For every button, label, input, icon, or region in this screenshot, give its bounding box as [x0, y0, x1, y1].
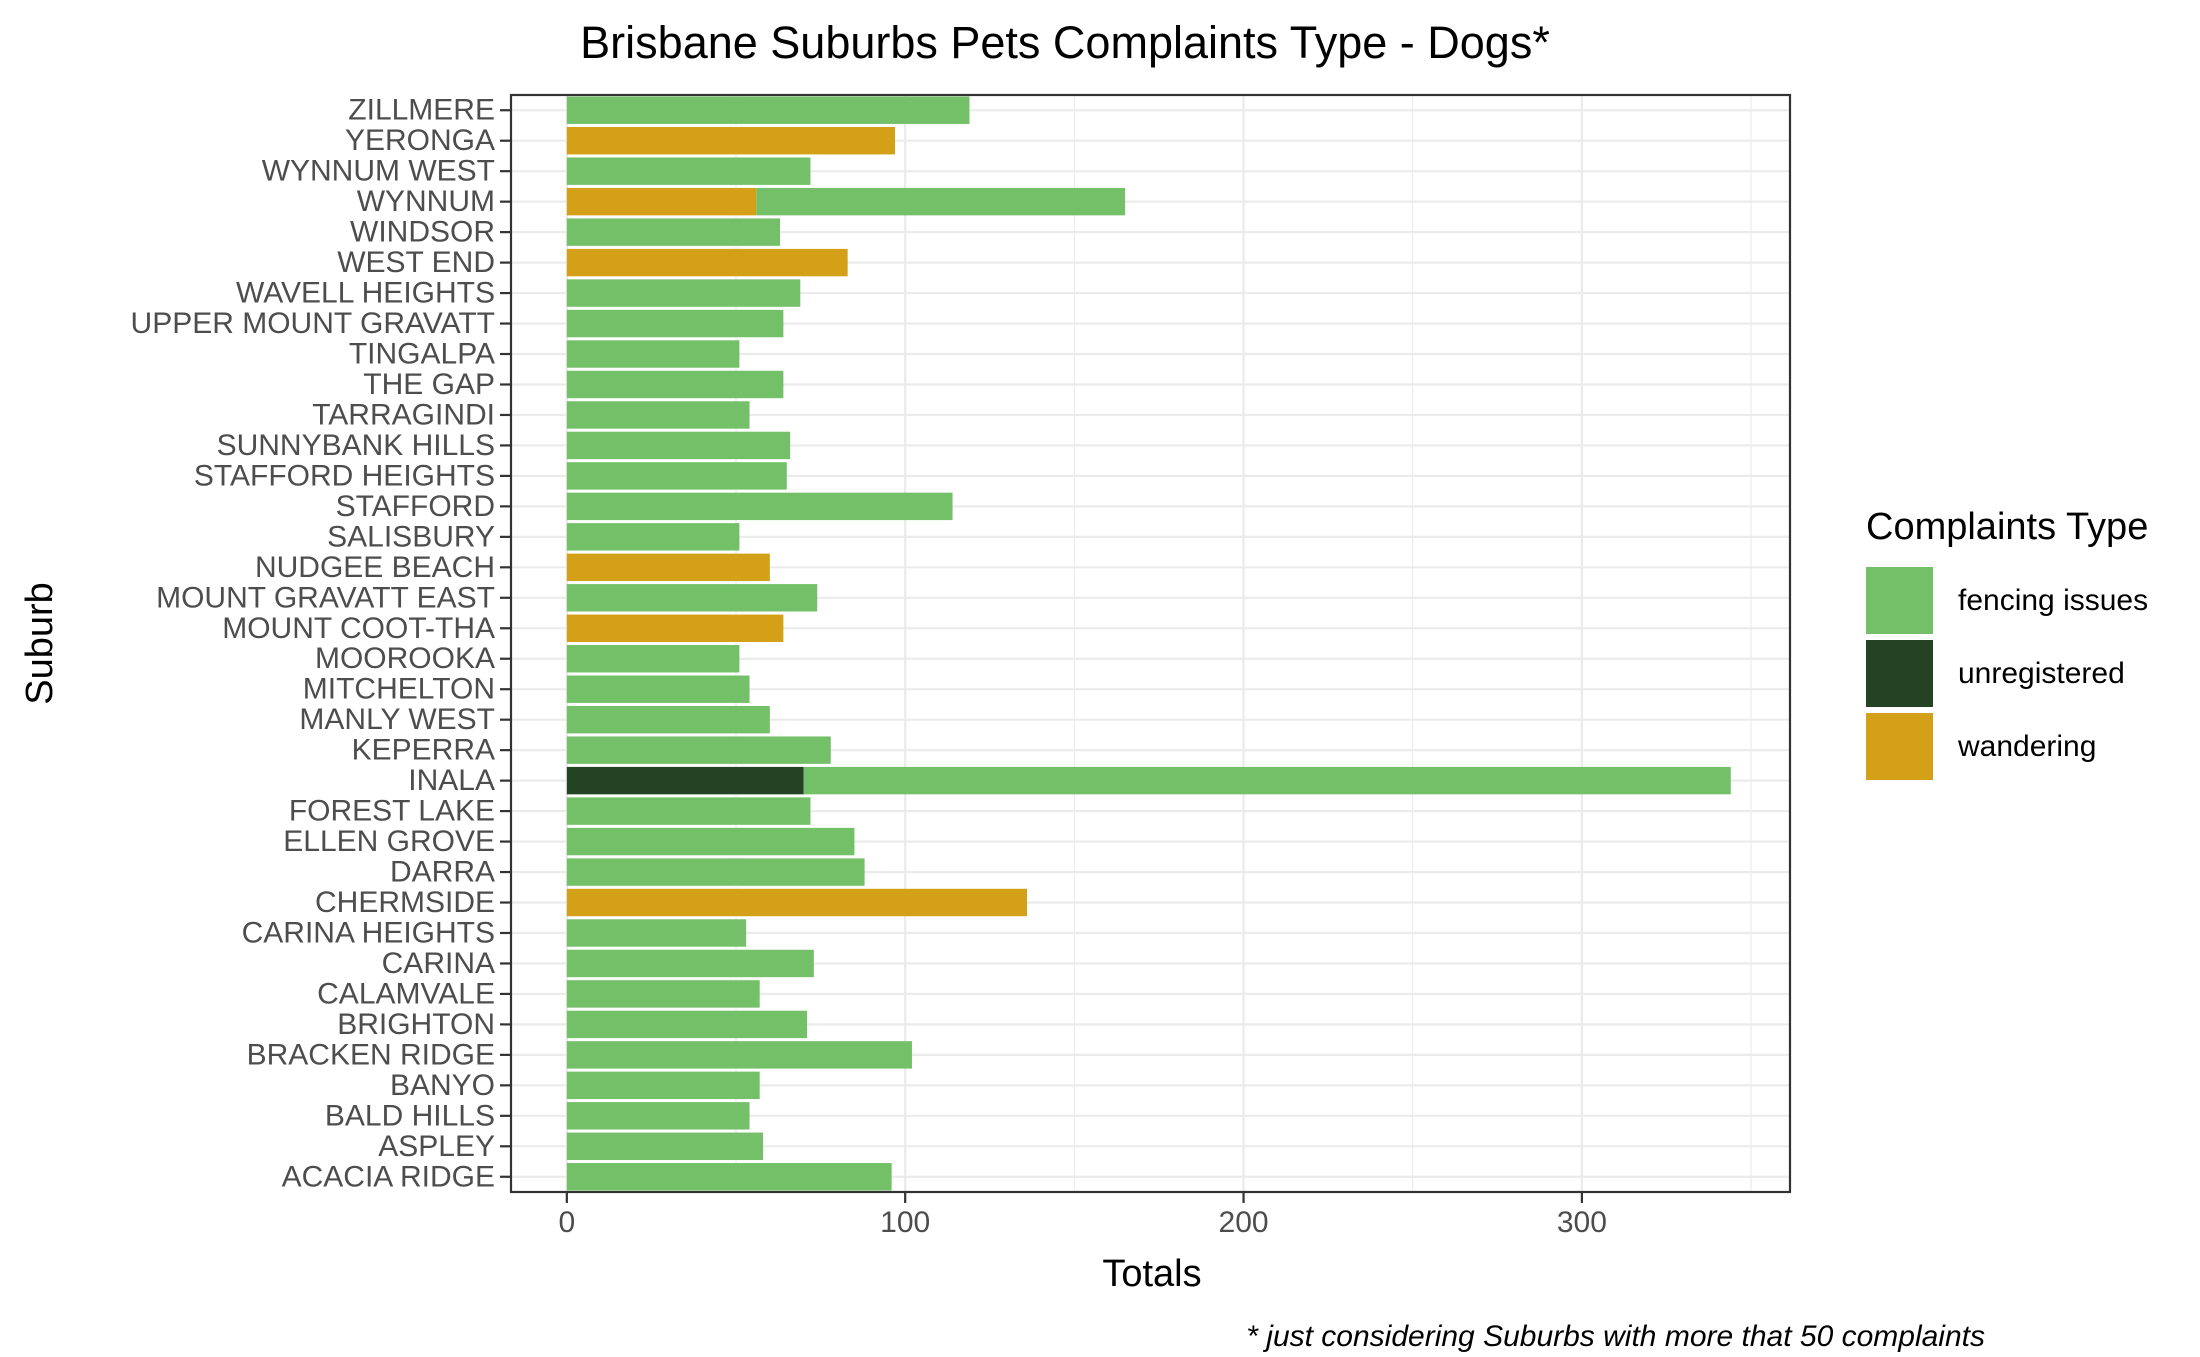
- legend-label-unregistered: unregistered: [1958, 657, 2125, 690]
- y-tick-label: DARRA: [390, 856, 495, 889]
- bar-fencing: [566, 462, 787, 490]
- bar-fencing: [566, 218, 780, 246]
- legend-swatch-unregistered: [1866, 640, 1933, 707]
- x-tick-label: 100: [880, 1206, 930, 1239]
- bar-fencing: [566, 1132, 764, 1161]
- bar-wandering: [566, 553, 770, 582]
- bar-fencing: [566, 1071, 760, 1100]
- y-tick-label: BRACKEN RIDGE: [247, 1038, 495, 1071]
- bar-fencing: [566, 919, 747, 947]
- bar-fencing: [566, 340, 740, 368]
- bar-fencing: [566, 523, 740, 551]
- bar-fencing: [566, 827, 855, 856]
- bar-wandering: [566, 126, 896, 155]
- bar-fencing: [566, 675, 750, 703]
- y-tick-label: WAVELL HEIGHTS: [236, 277, 495, 310]
- y-tick-label: ZILLMERE: [348, 94, 495, 127]
- legend-label-wandering: wandering: [1957, 730, 2096, 763]
- y-tick-label: BALD HILLS: [325, 1099, 495, 1132]
- y-tick-label: SALISBURY: [327, 520, 495, 553]
- y-tick-label: WYNNUM WEST: [262, 155, 495, 188]
- y-tick-label: STAFFORD HEIGHTS: [194, 459, 495, 492]
- y-tick-label: CALAMVALE: [317, 977, 495, 1010]
- y-tick-label: MITCHELTON: [303, 673, 495, 706]
- y-tick-label: NUDGEE BEACH: [255, 551, 495, 584]
- y-tick-label: FOREST LAKE: [289, 795, 495, 828]
- y-tick-label: ACACIA RIDGE: [282, 1160, 495, 1193]
- y-tick-label: THE GAP: [363, 368, 495, 401]
- bar-fencing: [566, 1102, 750, 1130]
- bar-unregistered: [566, 766, 804, 795]
- legend: Complaints Type fencing issues unregister…: [1866, 506, 2148, 780]
- y-tick-label: UPPER MOUNT GRAVATT: [131, 307, 495, 340]
- x-axis-title: Totals: [1102, 1253, 1201, 1295]
- bar-fencing: [566, 370, 784, 399]
- bar-fencing: [566, 1010, 808, 1039]
- bar-fencing: [566, 645, 740, 673]
- bar-fencing: [566, 401, 750, 429]
- bar-wandering: [566, 888, 1027, 917]
- bar-wandering: [566, 187, 757, 216]
- y-tick-label: MOOROOKA: [315, 642, 495, 675]
- bar-wandering: [566, 614, 784, 642]
- bars: [566, 96, 1731, 1191]
- bar-fencing: [756, 187, 1126, 216]
- y-tick-label: ASPLEY: [378, 1130, 495, 1163]
- y-tick-label: BRIGHTON: [337, 1008, 495, 1041]
- y-tick-label: MANLY WEST: [299, 703, 495, 736]
- y-tick-label: WEST END: [337, 246, 495, 279]
- x-tick-label: 300: [1557, 1206, 1607, 1239]
- y-tick-label: CARINA: [382, 947, 495, 980]
- y-tick-label: CHERMSIDE: [315, 886, 495, 919]
- y-tick-label: MOUNT GRAVATT EAST: [156, 581, 495, 614]
- bar-fencing: [566, 797, 811, 825]
- chart-title: Brisbane Suburbs Pets Complaints Type - …: [580, 17, 1550, 68]
- y-tick-label: KEPERRA: [352, 734, 495, 767]
- y-tick-label: CARINA HEIGHTS: [242, 916, 495, 949]
- bar-fencing: [566, 949, 814, 978]
- y-tick-label: SUNNYBANK HILLS: [217, 429, 495, 462]
- bar-fencing: [566, 279, 801, 307]
- bar-fencing: [566, 705, 770, 734]
- bar-fencing: [566, 309, 784, 338]
- y-tick-label: BANYO: [390, 1069, 495, 1102]
- legend-swatch-wandering: [1866, 713, 1933, 780]
- bar-fencing: [566, 492, 953, 521]
- legend-label-fencing: fencing issues: [1958, 584, 2148, 617]
- bar-fencing: [566, 858, 865, 886]
- bar-fencing: [803, 766, 1731, 795]
- y-tick-label: WYNNUM: [357, 185, 495, 218]
- bar-fencing: [566, 431, 791, 460]
- bar-fencing: [566, 980, 760, 1008]
- y-tick-label: ELLEN GROVE: [283, 825, 495, 858]
- x-tick-label: 0: [558, 1206, 575, 1239]
- bar-fencing: [566, 1041, 912, 1069]
- y-tick-label: TINGALPA: [349, 338, 495, 371]
- caption: * just considering Suburbs with more tha…: [1246, 1320, 1985, 1353]
- y-axis-title: Suburb: [19, 582, 61, 705]
- bar-wandering: [566, 248, 848, 277]
- y-tick-label: WINDSOR: [350, 216, 495, 249]
- y-tick-label: MOUNT COOT-THA: [222, 612, 495, 645]
- bar-fencing: [566, 1163, 892, 1191]
- bar-fencing: [566, 157, 811, 185]
- y-tick-label: YERONGA: [345, 124, 495, 157]
- bar-fencing: [566, 736, 831, 764]
- panel-border: [509, 93, 1792, 1194]
- y-tick-label: TARRAGINDI: [312, 398, 495, 431]
- bar-fencing: [566, 96, 970, 124]
- y-tick-label: INALA: [408, 764, 495, 797]
- x-axis: 0 100 200 300: [558, 1192, 1607, 1239]
- bar-fencing: [566, 584, 818, 612]
- x-tick-label: 200: [1219, 1206, 1269, 1239]
- legend-title: Complaints Type: [1866, 506, 2148, 548]
- legend-swatch-fencing: [1866, 567, 1933, 634]
- y-tick-label: STAFFORD: [336, 490, 495, 523]
